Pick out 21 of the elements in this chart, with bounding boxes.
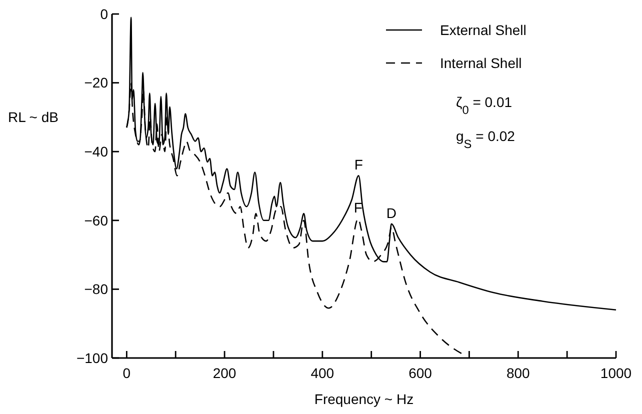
annotation: D: [386, 204, 396, 221]
annotation: F: [354, 200, 362, 216]
annotation: F: [354, 156, 363, 173]
y-tick-label: −60: [84, 212, 108, 228]
y-axis-title: RL ~ dB: [8, 109, 58, 126]
annotation: ζ$_{0}$ = 0.01: [456, 94, 512, 117]
x-axis-title: Frequency ~ Hz: [314, 391, 414, 407]
x-tick-label: 1000: [600, 365, 632, 381]
y-tick-label: 0: [100, 6, 108, 22]
y-tick-label: −100: [76, 350, 108, 366]
y-tick-label: −40: [84, 144, 108, 160]
y-tick-label: −20: [84, 74, 108, 91]
legend-label: External Shell: [440, 22, 526, 38]
x-tick-label: 400: [310, 365, 334, 381]
x-tick-label: 600: [408, 365, 432, 381]
legend-label: Internal Shell: [440, 54, 522, 71]
x-tick-label: 0: [122, 365, 131, 381]
y-tick-label: −80: [84, 281, 108, 298]
x-tick-label: 200: [212, 365, 236, 381]
annotation: g$_{S}$ = 0.02: [456, 128, 516, 151]
x-tick-label: 800: [506, 365, 530, 381]
